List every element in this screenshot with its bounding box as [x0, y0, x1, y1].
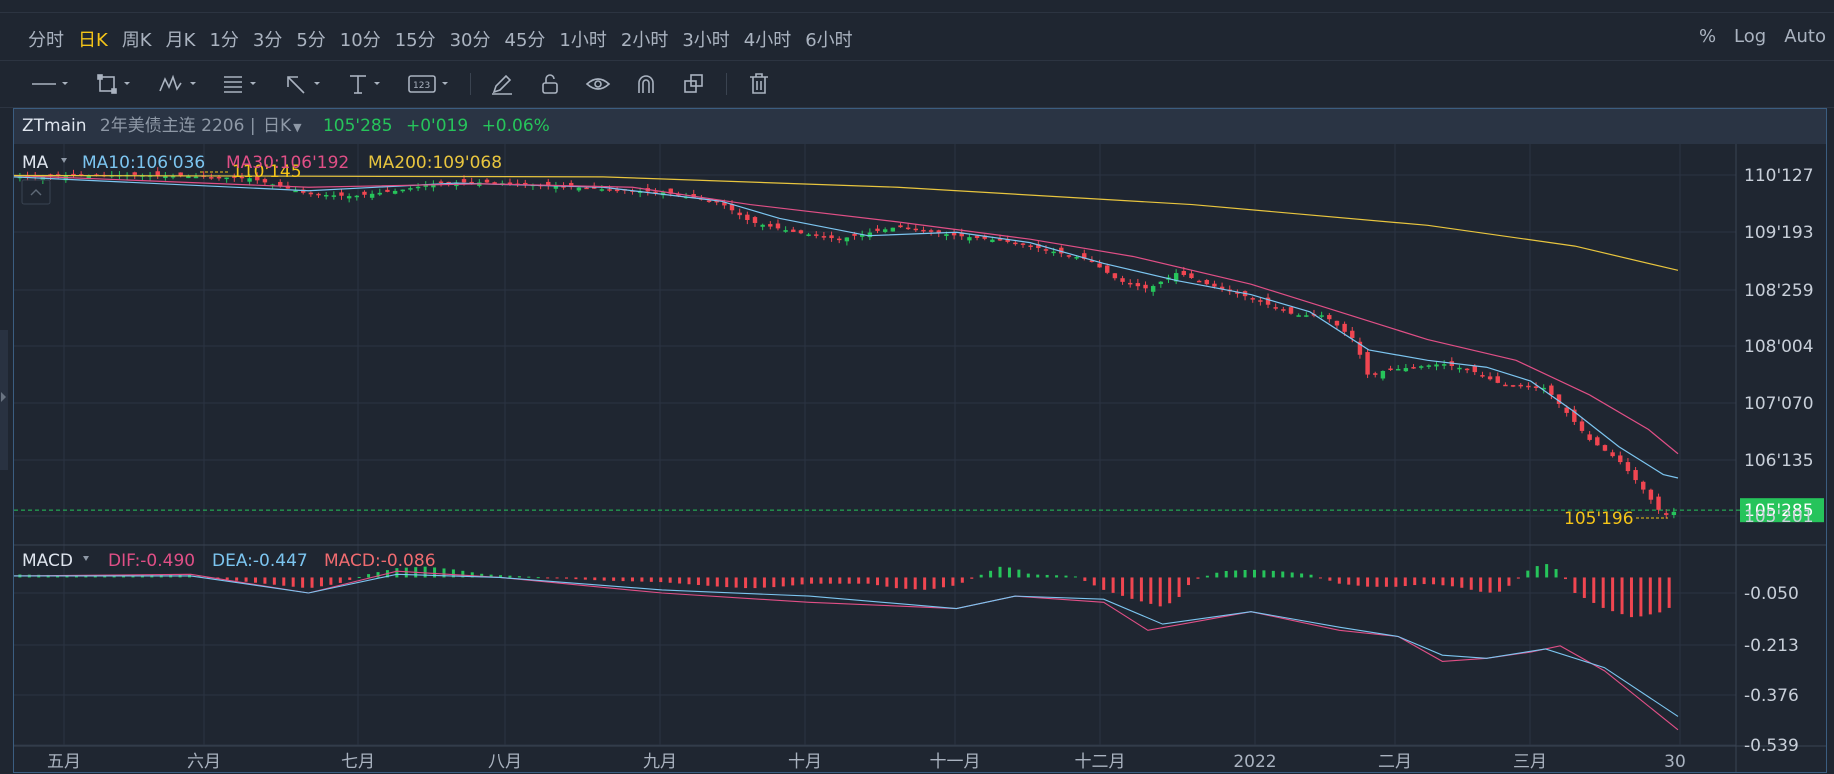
period-tab[interactable]: 月K [165, 30, 196, 51]
lock-icon[interactable] [538, 71, 562, 97]
magnet-icon[interactable] [634, 71, 658, 97]
rectangle-tool-icon[interactable] [96, 71, 138, 97]
period-tab[interactable]: 2小时 [620, 30, 669, 51]
fib-tool-icon[interactable] [222, 71, 264, 97]
price-change: +0'019 [405, 116, 469, 136]
scale-toggle[interactable]: % [1698, 26, 1717, 47]
period-tab[interactable]: 6小时 [805, 30, 853, 51]
sidebar-toggle[interactable] [0, 330, 8, 470]
chevron-down-icon: ▼ [293, 121, 302, 134]
period-tab[interactable]: 15分 [394, 30, 436, 51]
period-tab[interactable]: 30分 [449, 30, 491, 51]
period-tab[interactable]: 45分 [504, 30, 546, 51]
symbol-name: 2年美债主连 2206 [99, 116, 245, 136]
separator: | [249, 116, 256, 136]
arrow-tool-icon[interactable] [284, 71, 326, 97]
toolbar-divider [470, 73, 471, 95]
scale-toggle[interactable]: Auto [1784, 26, 1826, 47]
period-tabs: 分时 日K 周K 月K 1分 3分 5分 10分 15分 30分 45分 1小时 2小时 3小时 4小时 6小… [28, 26, 867, 52]
number-tool-icon[interactable]: 123 [408, 71, 454, 97]
period-tab[interactable]: 日K [78, 30, 108, 51]
scale-controls: % Log Auto [1699, 26, 1826, 47]
symbol-code: ZTmain [22, 116, 87, 136]
period-bar: 分时 日K 周K 月K 1分 3分 5分 10分 15分 30分 45分 1小时 2小时 3小时 4小时 6小… [0, 0, 1834, 58]
eye-icon[interactable] [585, 71, 611, 97]
period-tab[interactable]: 分时 [28, 30, 64, 51]
text-tool-icon[interactable] [346, 71, 388, 97]
divider [0, 12, 1834, 13]
pencil-icon[interactable] [490, 71, 514, 97]
symbol-info-bar: ZTmain 2年美债主连 2206 | 日K ▼ 105'285 +0'019 … [14, 109, 1826, 144]
trash-icon[interactable] [748, 71, 770, 97]
pattern-tool-icon[interactable] [158, 71, 202, 97]
period-tab[interactable]: 周K [121, 30, 152, 51]
scale-toggle[interactable]: Log [1734, 26, 1767, 47]
last-price: 105'285 [322, 116, 393, 136]
period-tab[interactable]: 3小时 [682, 30, 730, 51]
period-selector[interactable]: 日K ▼ [263, 116, 302, 136]
period-tab[interactable]: 5分 [296, 30, 326, 51]
copy-icon[interactable] [682, 71, 706, 97]
drawing-toolbar: 123 [0, 60, 1834, 108]
period-tab[interactable]: 1分 [209, 30, 239, 51]
svg-text:123: 123 [413, 81, 430, 91]
period-tab[interactable]: 3分 [252, 30, 283, 51]
period-tab[interactable]: 10分 [339, 30, 381, 51]
line-tool-icon[interactable] [30, 71, 72, 97]
period-tab[interactable]: 4小时 [743, 30, 792, 51]
chart-frame [13, 108, 1827, 773]
price-change-pct: +0.06% [481, 116, 550, 136]
toolbar-divider [726, 73, 727, 95]
period-selector-label: 日K [262, 116, 292, 136]
period-tab[interactable]: 1小时 [559, 30, 607, 51]
